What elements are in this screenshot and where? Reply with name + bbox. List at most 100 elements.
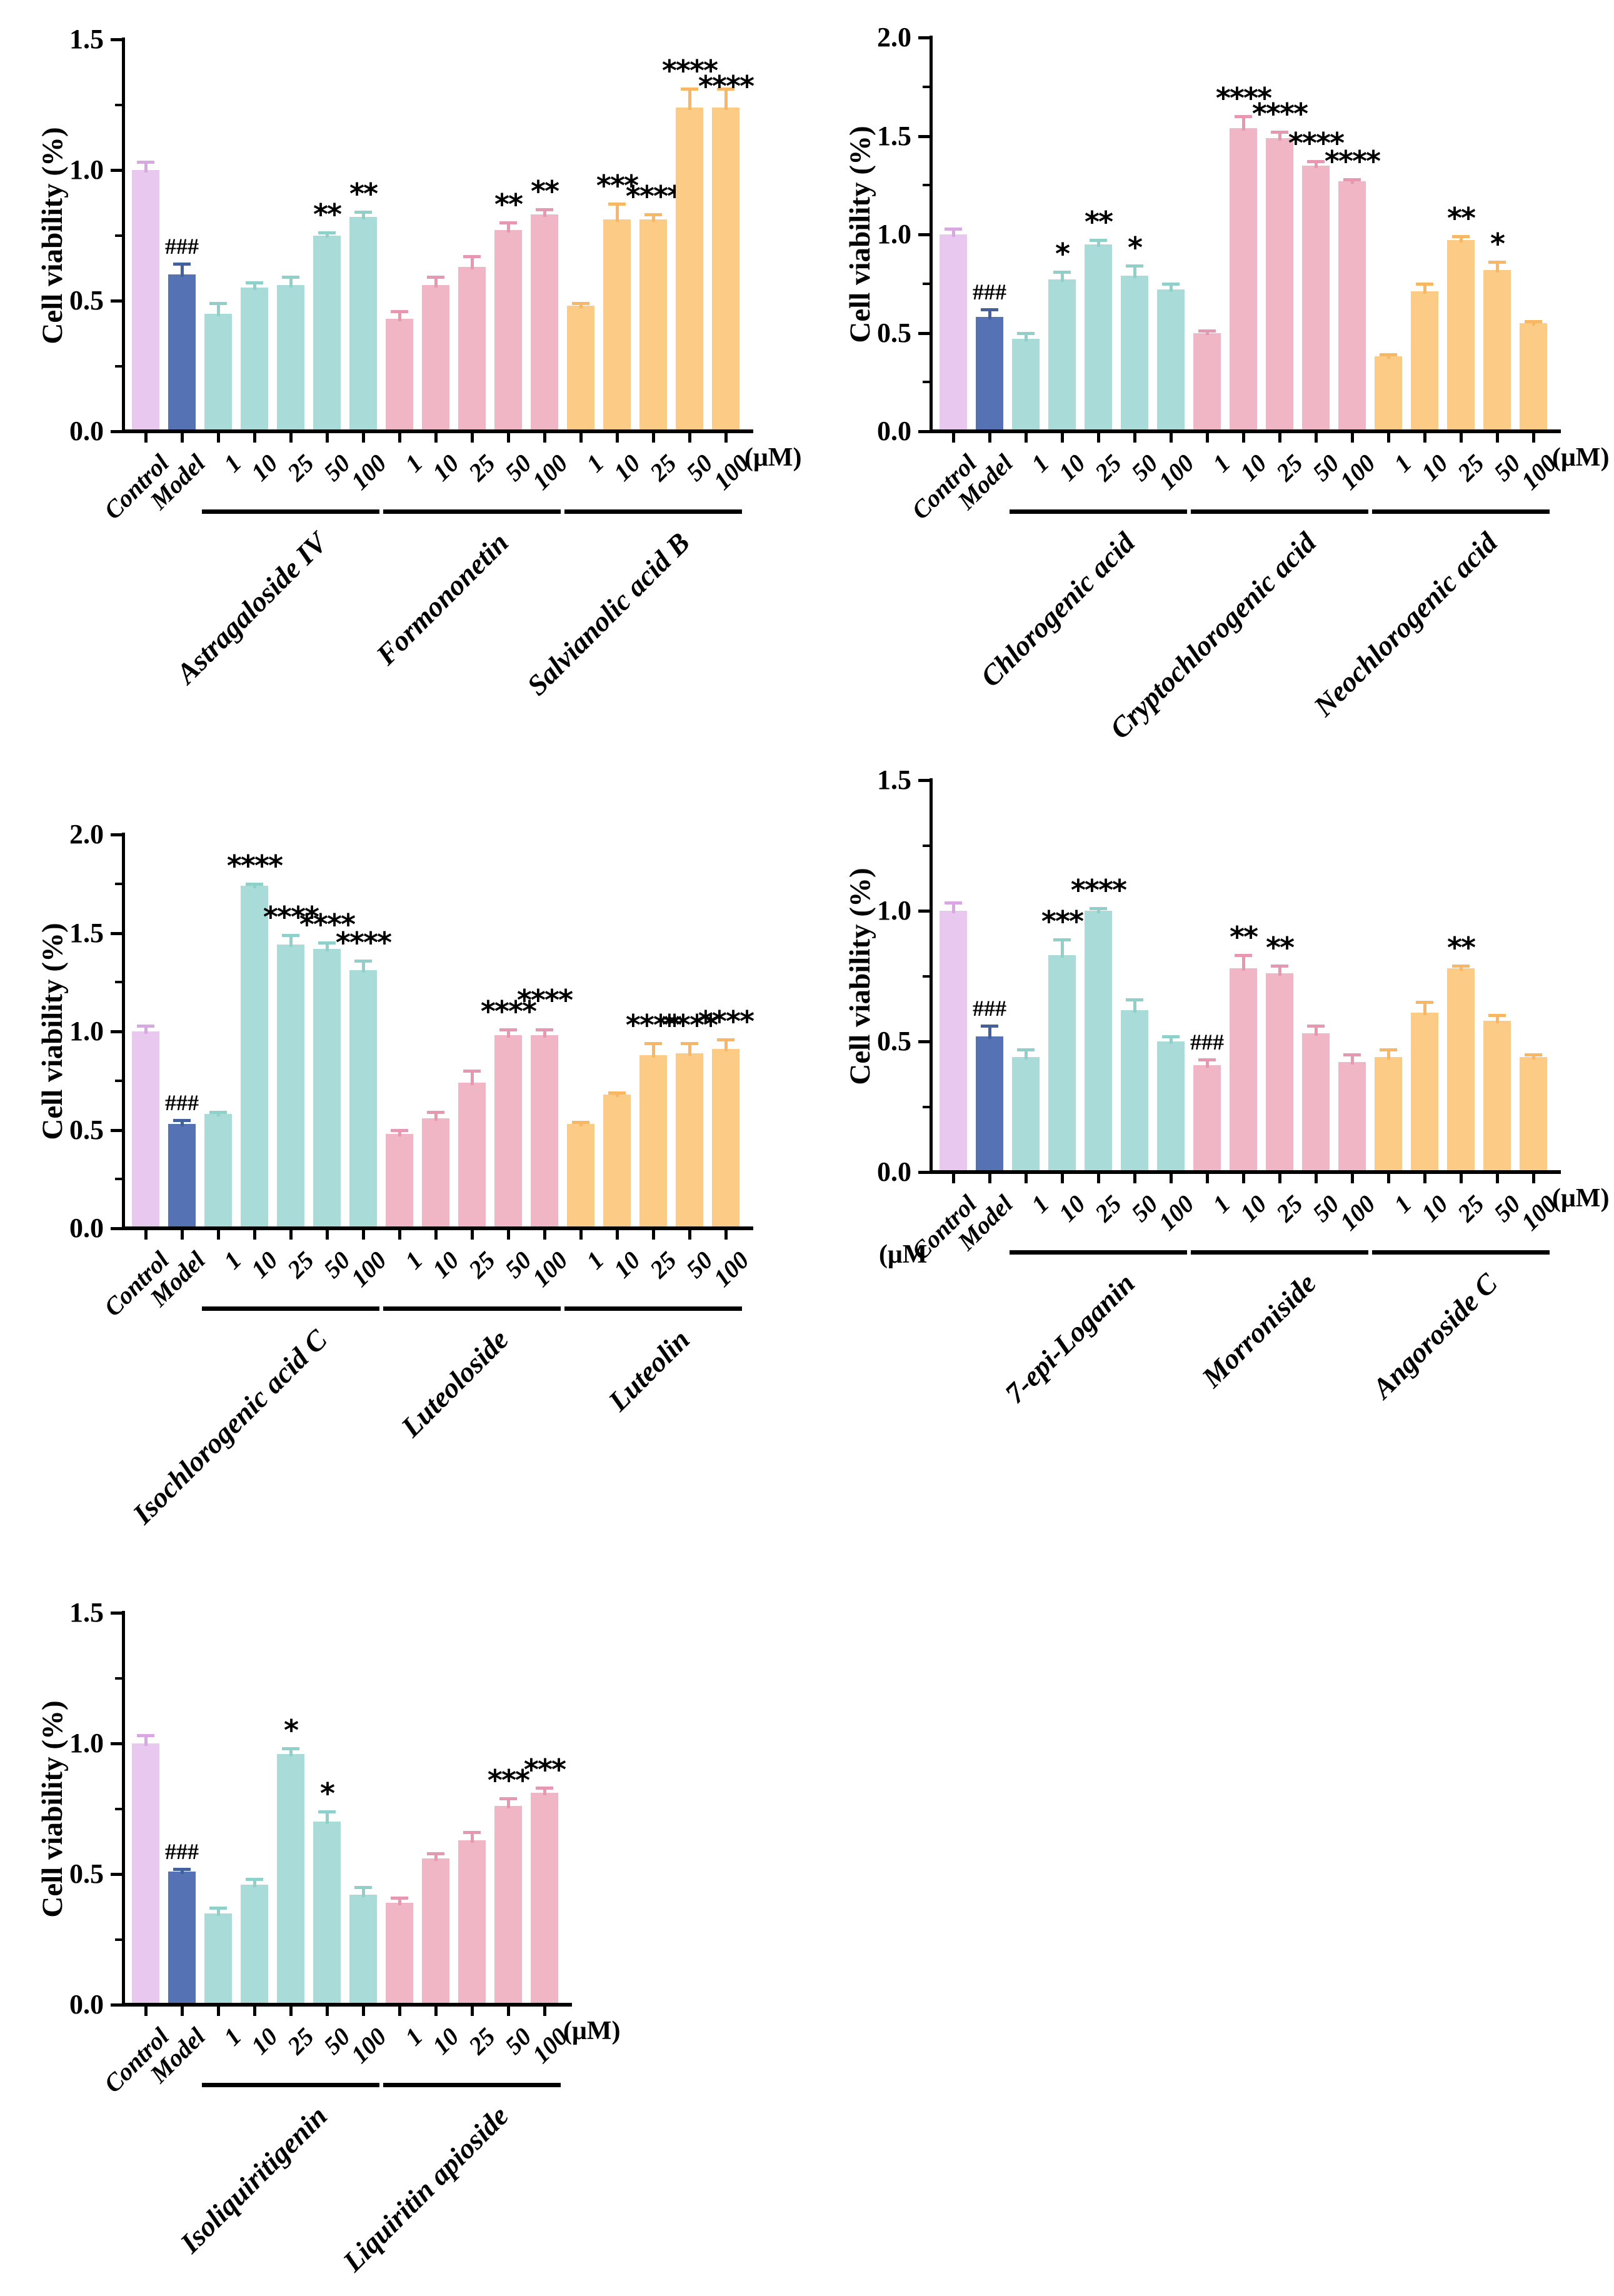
bar: [1447, 968, 1475, 1172]
y-tick-label: 0.5: [69, 1858, 104, 1889]
error-bar: [434, 277, 438, 288]
group-underline: [564, 509, 742, 514]
bar: [277, 1753, 304, 2005]
significance-stars: ****: [661, 54, 718, 88]
significance-stars: ****: [625, 179, 682, 214]
error-bar-cap: [1380, 353, 1397, 357]
x-tick: [144, 2007, 148, 2016]
significance-hash: ###: [973, 995, 1006, 1021]
error-bar-cap: [354, 959, 372, 963]
bar: [1121, 276, 1148, 431]
x-tick: [507, 2007, 510, 2016]
significance-stars: ****: [1070, 873, 1127, 907]
significance-stars: ****: [299, 908, 356, 942]
error-bar: [652, 1043, 655, 1058]
y-major-tick: [918, 779, 930, 782]
error-bar: [289, 277, 293, 288]
x-tick: [1097, 1174, 1100, 1183]
significance-hash: ###: [973, 279, 1006, 304]
bar: [241, 885, 268, 1228]
x-tick: [688, 433, 691, 443]
bar: [1157, 1041, 1185, 1172]
y-tick-label: 0.5: [877, 317, 911, 348]
x-tick: [1387, 1174, 1390, 1183]
error-bar-cap: [463, 1831, 481, 1835]
error-bar: [1061, 271, 1064, 283]
x-axis: [930, 1170, 1561, 1174]
y-major-tick: [111, 1128, 122, 1132]
error-bar-cap: [354, 1885, 372, 1889]
x-tick: [543, 433, 546, 443]
x-tick: [181, 1230, 184, 1240]
error-bar: [144, 162, 148, 173]
y-major-tick: [918, 331, 930, 335]
x-tick: [1170, 1174, 1173, 1183]
bar: [1121, 1010, 1148, 1172]
bar: [1411, 291, 1438, 431]
error-bar-cap: [463, 254, 481, 258]
error-bar: [253, 883, 256, 888]
error-bar: [952, 228, 955, 237]
x-tick: [1025, 1174, 1028, 1183]
error-bar-cap: [1452, 235, 1470, 239]
error-bar-cap: [681, 1041, 698, 1045]
error-bar: [326, 233, 329, 238]
group-underline: [383, 1306, 561, 1311]
bar: [531, 1035, 558, 1228]
x-tick: [1206, 1174, 1209, 1183]
y-tick-label: 1.5: [877, 764, 911, 795]
y-minor-tick: [923, 975, 930, 978]
y-axis: [930, 36, 933, 433]
y-major-tick: [111, 169, 122, 172]
bar: [1483, 1020, 1511, 1172]
error-bar-cap: [1307, 1024, 1325, 1028]
x-tick: [652, 1230, 655, 1240]
x-tick: [434, 1230, 438, 1240]
x-tick: [543, 2007, 546, 2016]
bar: [603, 219, 631, 431]
bar: [1157, 289, 1185, 431]
significance-stars: **: [349, 176, 378, 211]
x-tick: [543, 1230, 546, 1240]
significance-stars: ***: [596, 169, 639, 203]
bar: [567, 306, 594, 431]
bar: [277, 284, 304, 431]
bar: [603, 1094, 631, 1228]
significance-hash: ###: [165, 1838, 199, 1864]
error-bar-cap: [1416, 1001, 1433, 1005]
error-bar: [326, 1811, 329, 1825]
x-tick: [1025, 433, 1028, 443]
error-bar-cap: [1162, 1035, 1180, 1038]
y-major-tick: [918, 134, 930, 138]
significance-stars: **: [530, 174, 559, 208]
error-bar-cap: [354, 210, 372, 214]
x-tick: [326, 433, 329, 443]
error-bar: [398, 311, 401, 322]
y-minor-tick: [923, 381, 930, 384]
error-bar-cap: [1162, 282, 1180, 286]
x-tick: [988, 1174, 991, 1183]
bar: [458, 1840, 486, 2005]
x-tick: [362, 1230, 365, 1240]
bar: [422, 1858, 449, 2005]
bar: [204, 1114, 232, 1228]
y-tick-label: 1.5: [69, 24, 104, 54]
bar: [1375, 356, 1402, 431]
error-bar-cap: [209, 302, 227, 306]
error-bar-cap: [209, 1907, 227, 1910]
bar: [567, 1124, 594, 1228]
y-major-tick: [918, 233, 930, 236]
bar: [494, 230, 522, 431]
significance-stars: ***: [523, 1753, 566, 1787]
error-bar: [1206, 331, 1209, 336]
y-major-tick: [111, 1742, 122, 1745]
error-bar-cap: [209, 1111, 227, 1115]
y-axis: [122, 1611, 125, 2007]
y-tick-label: 0.0: [69, 1989, 104, 2020]
bar: [712, 107, 739, 431]
error-bar-cap: [391, 1128, 408, 1132]
bar: [494, 1035, 522, 1228]
error-bar: [543, 1788, 546, 1796]
y-minor-tick: [115, 1807, 122, 1810]
